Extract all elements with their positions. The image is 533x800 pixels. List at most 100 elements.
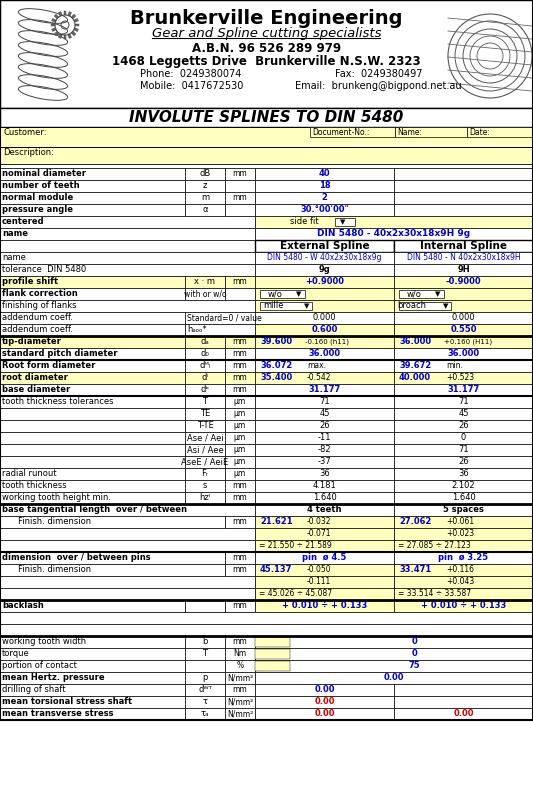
Text: side fit: side fit [290, 218, 319, 226]
Text: p: p [203, 674, 208, 682]
Bar [185, 180, 225, 192]
Bar [394, 180, 533, 192]
Bar [225, 288, 255, 300]
FancyArrow shape [71, 14, 76, 19]
Text: x · m: x · m [195, 278, 215, 286]
Bar [185, 660, 225, 672]
Bar [185, 324, 255, 336]
Bar [0, 180, 185, 192]
Bar [255, 564, 394, 576]
Bar [185, 672, 225, 684]
Bar [0, 204, 185, 216]
Text: normal module: normal module [2, 194, 73, 202]
Text: 0: 0 [461, 434, 466, 442]
Bar [225, 468, 255, 480]
Text: 26: 26 [458, 458, 469, 466]
Text: mm: mm [232, 362, 247, 370]
Text: DIN 5480 - 40x2x30x18x9H 9g: DIN 5480 - 40x2x30x18x9H 9g [318, 230, 471, 238]
Bar [225, 480, 255, 492]
Bar [185, 288, 225, 300]
Text: 0.00: 0.00 [453, 710, 474, 718]
Bar [185, 600, 225, 612]
Text: 0: 0 [411, 650, 417, 658]
Text: 36.000: 36.000 [447, 350, 480, 358]
Text: -0.071: -0.071 [307, 530, 332, 538]
Text: 9H: 9H [457, 266, 470, 274]
Text: 39.672: 39.672 [399, 362, 431, 370]
Text: 31.177: 31.177 [309, 386, 341, 394]
Text: 36: 36 [458, 470, 469, 478]
Text: name: name [2, 254, 26, 262]
FancyArrow shape [54, 14, 59, 19]
Text: pressure angle: pressure angle [2, 206, 73, 214]
Text: 30.°00ʹ00ʺ: 30.°00ʹ00ʺ [300, 206, 349, 214]
Text: 0.00: 0.00 [314, 710, 335, 718]
Bar [0, 456, 185, 468]
Bar [225, 336, 255, 348]
Bar [394, 564, 533, 576]
Bar [255, 180, 394, 192]
Bar [225, 696, 255, 708]
Text: mm: mm [232, 170, 247, 178]
Bar [185, 444, 225, 456]
Bar [394, 528, 533, 540]
Text: +0.116: +0.116 [446, 566, 474, 574]
Text: w/o: w/o [407, 290, 422, 298]
Text: Gear and Spline cutting specialists: Gear and Spline cutting specialists [152, 26, 381, 39]
Bar [255, 492, 394, 504]
Bar [225, 492, 255, 504]
Bar [0, 164, 533, 168]
Bar [0, 408, 185, 420]
Bar [394, 348, 533, 360]
Bar [255, 264, 394, 276]
Text: mean transverse stress: mean transverse stress [2, 710, 114, 718]
Bar [255, 468, 394, 480]
Text: +0.160 (H11): +0.160 (H11) [444, 338, 492, 346]
Text: dᴵ: dᴵ [201, 374, 208, 382]
Bar [255, 420, 394, 432]
Text: -0.9000: -0.9000 [446, 278, 481, 286]
Text: Customer:: Customer: [3, 128, 46, 137]
Text: mm: mm [232, 194, 247, 202]
Text: μm: μm [234, 446, 246, 454]
Bar [255, 516, 394, 528]
Bar [225, 648, 255, 660]
Bar [225, 168, 255, 180]
Bar [0, 468, 185, 480]
Text: dₐ: dₐ [200, 338, 209, 346]
Text: Standard=0 / value: Standard=0 / value [187, 314, 262, 322]
Text: name: name [2, 230, 28, 238]
Bar [0, 372, 185, 384]
FancyArrow shape [68, 11, 71, 16]
Bar [394, 276, 533, 288]
Bar [185, 492, 225, 504]
Text: A.B.N. 96 526 289 979: A.B.N. 96 526 289 979 [192, 42, 341, 54]
Bar [255, 192, 394, 204]
Text: max.: max. [307, 362, 326, 370]
Text: 0.000: 0.000 [451, 314, 475, 322]
Bar [255, 312, 394, 324]
FancyArrow shape [74, 18, 78, 22]
Text: +0.023: +0.023 [446, 530, 474, 538]
Text: base diameter: base diameter [2, 386, 70, 394]
Bar [255, 240, 394, 252]
Text: 35.400: 35.400 [260, 374, 292, 382]
Text: μm: μm [234, 470, 246, 478]
Text: 40: 40 [319, 170, 330, 178]
Bar [0, 444, 185, 456]
Text: N/mm²: N/mm² [227, 674, 253, 682]
Text: with or w/o: with or w/o [184, 290, 227, 298]
Text: 21.621: 21.621 [260, 518, 293, 526]
Text: 0: 0 [411, 638, 417, 646]
Bar [394, 252, 533, 264]
Bar [225, 276, 255, 288]
Text: tooth thickness: tooth thickness [2, 482, 67, 490]
Text: ▼: ▼ [435, 291, 441, 297]
Bar [0, 516, 225, 528]
Bar [0, 576, 255, 588]
Bar [0, 264, 255, 276]
FancyArrow shape [51, 24, 55, 26]
Bar [225, 204, 255, 216]
Text: dᵂᵀ: dᵂᵀ [198, 686, 212, 694]
Bar [394, 240, 533, 252]
